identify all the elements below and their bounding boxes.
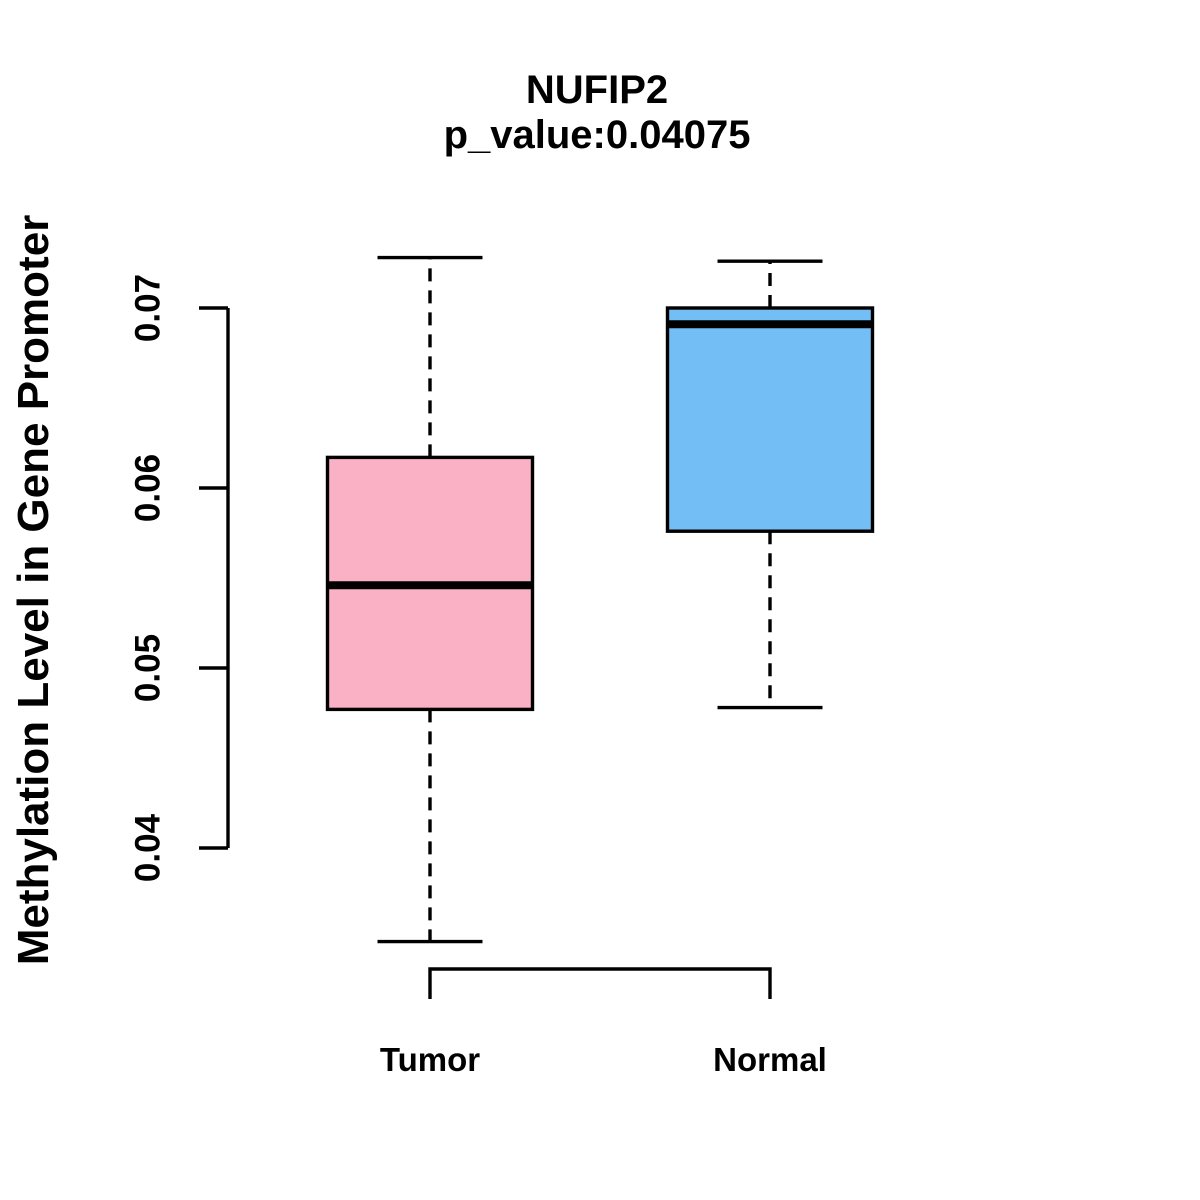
chart-pvalue-subtitle: p_value:0.04075 [443,113,751,157]
y-tick-label-0.06: 0.06 [128,453,168,523]
x-category-label-normal: Normal [713,1041,827,1078]
normal-box [665,306,875,533]
y-tick-label-0.04: 0.04 [128,813,168,883]
y-tick-label-0.05: 0.05 [128,633,168,703]
x-axis-bracket [428,967,772,999]
y-tick-label-0.07: 0.07 [128,273,168,343]
chart-title: NUFIP2 [525,68,669,112]
x-category-label-tumor: Tumor [379,1041,481,1078]
